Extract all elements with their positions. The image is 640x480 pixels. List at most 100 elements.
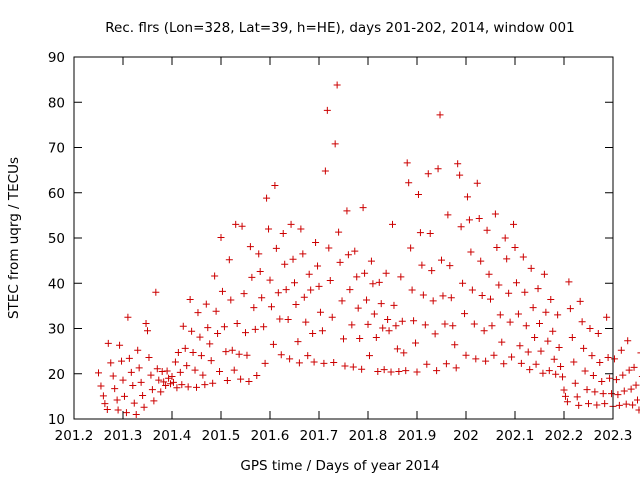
data-point-marker <box>593 401 601 409</box>
data-point-marker <box>413 368 421 376</box>
data-point-marker <box>617 346 625 354</box>
data-point-marker <box>315 282 323 290</box>
data-point-marker <box>265 225 273 233</box>
data-point-marker <box>104 339 112 347</box>
data-point-marker <box>186 296 194 304</box>
data-point-marker <box>583 386 591 394</box>
data-point-marker <box>167 380 175 388</box>
data-point-marker <box>537 347 545 355</box>
data-point-marker <box>627 385 635 393</box>
data-point-marker <box>196 333 204 341</box>
data-point-marker <box>260 323 268 331</box>
data-point-marker <box>625 366 633 374</box>
chart-title: Rec. flrs (Lon=328, Lat=39, h=HE), days … <box>105 20 574 36</box>
data-point-marker <box>624 337 632 345</box>
data-point-marker <box>243 351 251 359</box>
data-point-marker <box>576 297 584 305</box>
data-point-marker <box>238 222 246 230</box>
data-point-marker <box>206 340 214 348</box>
data-point-marker <box>620 387 628 395</box>
data-point-marker <box>220 323 228 331</box>
data-point-marker <box>449 322 457 330</box>
data-point-marker <box>127 368 135 376</box>
data-point-marker <box>202 300 210 308</box>
data-point-marker <box>634 396 640 404</box>
data-point-marker <box>578 318 586 326</box>
data-point-marker <box>544 337 552 345</box>
data-point-marker <box>277 351 285 359</box>
axis-ticks <box>73 56 614 420</box>
data-point-marker <box>542 308 550 316</box>
data-point-marker <box>536 320 543 328</box>
data-point-marker <box>242 329 249 337</box>
data-point-marker <box>155 376 163 384</box>
data-point-marker <box>412 339 420 347</box>
data-point-marker <box>402 367 410 375</box>
data-point-marker <box>130 399 138 407</box>
data-point-marker <box>554 311 562 319</box>
data-point-marker <box>380 366 388 374</box>
data-point-marker <box>429 297 437 305</box>
data-point-marker <box>428 267 436 275</box>
data-point-marker <box>223 377 231 385</box>
data-point-marker <box>361 269 369 277</box>
data-point-marker <box>635 406 640 414</box>
data-point-marker <box>97 382 105 390</box>
data-point-marker <box>522 322 530 330</box>
data-point-marker <box>256 267 264 275</box>
data-point-marker <box>142 320 150 328</box>
data-point-marker <box>377 300 385 308</box>
data-point-marker <box>534 285 542 293</box>
x-tick-label: 201.5 <box>202 428 241 444</box>
data-point-marker <box>348 321 356 329</box>
data-point-marker <box>139 391 147 399</box>
data-point-marker <box>134 346 142 354</box>
data-point-marker <box>118 357 126 365</box>
data-point-marker <box>197 352 205 360</box>
data-point-marker <box>120 392 128 400</box>
x-tick-label: 202.1 <box>496 428 535 444</box>
data-point-marker <box>367 257 375 265</box>
data-point-marker <box>491 210 499 218</box>
data-point-marker <box>374 367 382 375</box>
data-point-marker <box>113 396 121 404</box>
data-point-marker <box>189 348 197 356</box>
data-point-marker <box>622 400 630 408</box>
data-point-marker <box>152 288 160 296</box>
data-point-marker <box>439 292 447 300</box>
data-point-marker <box>451 341 459 349</box>
data-point-marker <box>358 365 366 373</box>
y-tick-label: 50 <box>48 231 65 247</box>
data-point-marker <box>163 367 171 375</box>
data-point-marker <box>408 286 416 294</box>
data-point-marker <box>122 409 130 417</box>
y-tick-label: 10 <box>48 412 65 428</box>
data-point-marker <box>267 303 275 311</box>
data-point-marker <box>407 244 415 252</box>
data-point-marker <box>619 371 627 379</box>
data-point-marker <box>498 338 506 346</box>
data-point-marker <box>309 329 317 337</box>
data-point-marker <box>194 309 202 317</box>
y-tick-label: 70 <box>48 141 65 157</box>
data-point-marker <box>599 390 607 398</box>
data-point-marker <box>454 160 462 168</box>
data-point-marker <box>338 297 346 305</box>
data-point-marker <box>211 272 219 280</box>
data-point-marker <box>446 262 454 270</box>
data-point-marker <box>292 301 300 309</box>
x-tick-label: 202 <box>453 428 479 444</box>
data-point-marker <box>483 226 491 234</box>
data-point-marker <box>295 359 303 367</box>
data-point-marker <box>403 159 411 167</box>
data-point-marker <box>165 374 173 382</box>
data-point-marker <box>176 368 184 376</box>
data-point-marker <box>555 344 563 352</box>
data-point-marker <box>193 383 200 391</box>
y-tick-label: 90 <box>48 50 65 66</box>
data-point-marker <box>565 278 573 286</box>
data-point-marker <box>570 358 578 366</box>
data-point-marker <box>463 193 471 201</box>
data-point-marker <box>606 374 614 382</box>
data-point-marker <box>468 286 476 294</box>
